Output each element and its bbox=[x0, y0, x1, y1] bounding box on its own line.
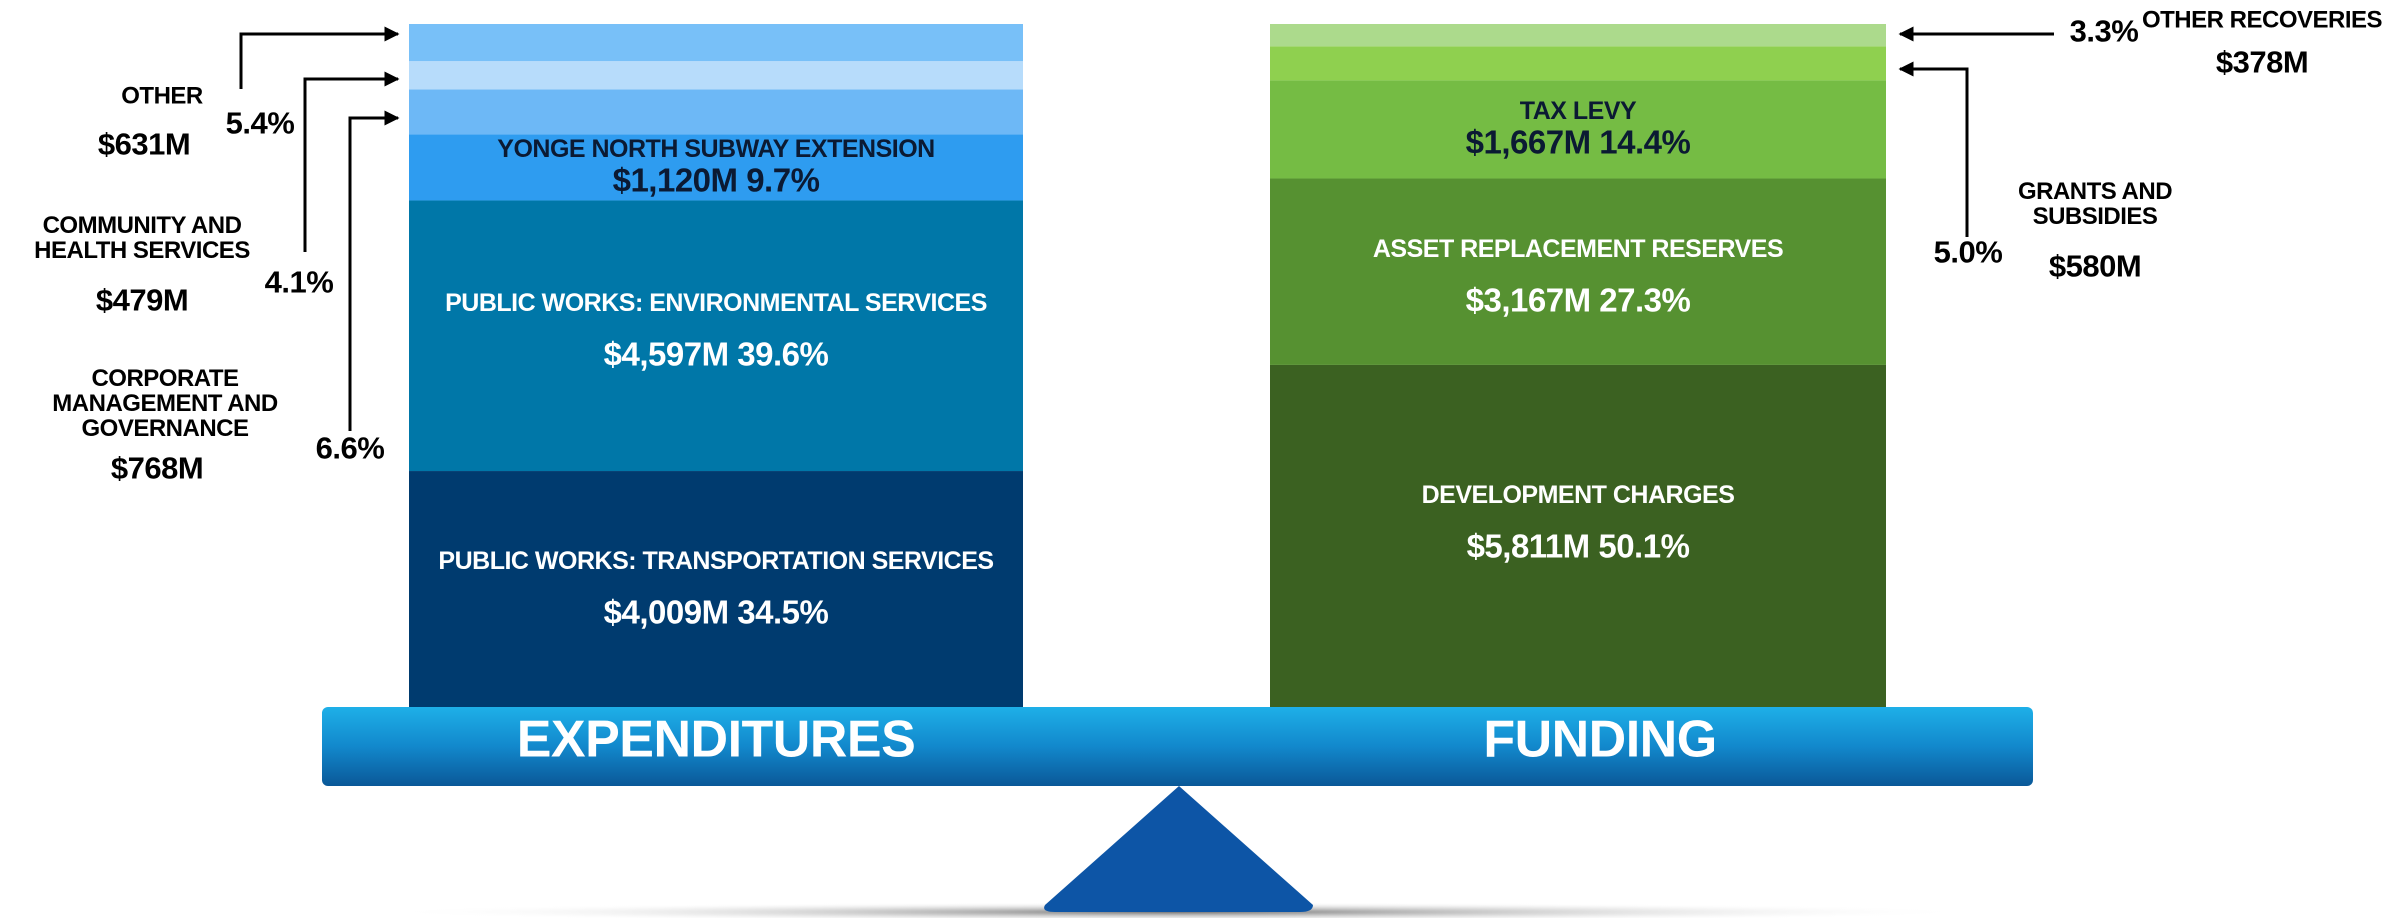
label-text: $4,597M bbox=[603, 335, 729, 373]
segment-percent: 5.0% bbox=[1933, 234, 2003, 270]
label-text: COMMUNITY AND HEALTH SERVICES bbox=[34, 211, 250, 264]
fulcrum bbox=[1044, 786, 1313, 912]
label-text: 5.4% bbox=[225, 105, 295, 141]
label-text: 9.7% bbox=[746, 162, 820, 200]
label-text: $378M bbox=[2215, 44, 2309, 80]
label-text: $631M bbox=[97, 126, 191, 162]
segment-percent: 3.3% bbox=[2069, 13, 2139, 49]
segment-value: $1,667M 14.4% bbox=[1465, 124, 1691, 162]
label-text: $768M bbox=[110, 450, 204, 486]
column-label: EXPENDITURES bbox=[516, 710, 916, 769]
segment-name: PUBLIC WORKS: TRANSPORTATION SERVICES bbox=[438, 546, 994, 575]
label-text: 14.4% bbox=[1599, 124, 1691, 162]
label-text: 6.6% bbox=[315, 430, 385, 466]
label-text: 50.1% bbox=[1598, 527, 1690, 565]
segment-name: TAX LEVY bbox=[1519, 97, 1637, 126]
segment-name: DEVELOPMENT CHARGES bbox=[1422, 482, 1735, 508]
segment-value: $4,597M 39.6% bbox=[603, 335, 829, 373]
label-text: $1,120M bbox=[612, 162, 738, 200]
label-text: DEVELOPMENT CHARGES bbox=[1421, 480, 1735, 509]
bar-segment bbox=[409, 471, 1023, 707]
bar-segment bbox=[1270, 24, 1886, 47]
bar-segment bbox=[1270, 178, 1886, 365]
label-text: OTHER RECOVERIES bbox=[2141, 6, 2383, 34]
segment-value: $1,120M 9.7% bbox=[612, 162, 820, 200]
label-text: $479M bbox=[95, 282, 189, 318]
label-text: PUBLIC WORKS: TRANSPORTATION SERVICES bbox=[438, 546, 994, 575]
column-label: FUNDING bbox=[1483, 710, 1717, 769]
segment-value: $631M bbox=[97, 126, 191, 162]
label-text: 5.0% bbox=[1933, 234, 2003, 270]
bar-segment bbox=[409, 134, 1023, 201]
segment-value: $5,811M 50.1% bbox=[1466, 527, 1690, 565]
arrow bbox=[1898, 61, 1969, 237]
bars bbox=[409, 24, 1886, 707]
label-text: GRANTS AND SUBSIDIES bbox=[2017, 177, 2173, 230]
bar-segment bbox=[1270, 46, 1886, 81]
segment-name: OTHER RECOVERIES bbox=[2141, 6, 2383, 34]
segment-value: $479M bbox=[95, 282, 189, 318]
segment-value: $580M bbox=[2048, 248, 2142, 284]
label-text: ASSET REPLACEMENT RESERVES bbox=[1372, 235, 1784, 264]
label-text: $580M bbox=[2048, 248, 2142, 284]
label-text: 39.6% bbox=[737, 335, 829, 373]
segment-value: $768M bbox=[110, 450, 204, 486]
arrows bbox=[239, 26, 2054, 431]
segment-percent: 6.6% bbox=[315, 430, 385, 466]
bar-segment bbox=[1270, 364, 1886, 707]
bar-segment bbox=[409, 200, 1023, 472]
label-text: OTHER bbox=[121, 82, 203, 110]
label-text: $3,167M bbox=[1465, 282, 1591, 320]
label-text: $4,009M bbox=[603, 593, 729, 631]
segment-name: CORPORATE MANAGEMENT AND GOVERNANCE bbox=[5, 366, 325, 442]
arrow bbox=[303, 71, 400, 252]
beam bbox=[322, 707, 2033, 786]
segment-value: $3,167M 27.3% bbox=[1465, 282, 1691, 320]
label-text: $5,811M bbox=[1466, 527, 1591, 565]
segment-name: PUBLIC WORKS: ENVIRONMENTAL SERVICES bbox=[445, 290, 987, 316]
label-text: FUNDING bbox=[1483, 710, 1717, 769]
label-text: 3.3% bbox=[2069, 13, 2139, 49]
label-text: PUBLIC WORKS: ENVIRONMENTAL SERVICES bbox=[445, 289, 987, 318]
label-text: $1,667M bbox=[1465, 124, 1591, 162]
segment-name: GRANTS AND SUBSIDIES bbox=[2005, 179, 2185, 229]
label-text: CORPORATE MANAGEMENT AND GOVERNANCE bbox=[52, 365, 278, 443]
bar-segment bbox=[1270, 80, 1886, 179]
label-text: 34.5% bbox=[737, 593, 829, 631]
arrow bbox=[348, 110, 400, 431]
segment-value: $4,009M 34.5% bbox=[604, 595, 829, 630]
arrow bbox=[239, 26, 400, 89]
label-text: 27.3% bbox=[1599, 282, 1691, 320]
label-text: 4.1% bbox=[264, 264, 334, 300]
bar-segment bbox=[409, 89, 1023, 135]
segment-percent: 4.1% bbox=[264, 264, 334, 300]
label-text: EXPENDITURES bbox=[516, 710, 916, 769]
segment-name: ASSET REPLACEMENT RESERVES bbox=[1372, 235, 1784, 264]
segment-name: YONGE NORTH SUBWAY EXTENSION bbox=[497, 135, 935, 164]
label-text: YONGE NORTH SUBWAY EXTENSION bbox=[497, 135, 935, 164]
segment-name: COMMUNITY AND HEALTH SERVICES bbox=[32, 213, 252, 263]
segment-name: OTHER bbox=[121, 83, 203, 108]
segment-value: $378M bbox=[2215, 44, 2309, 80]
bar-segment bbox=[409, 24, 1023, 62]
segment-percent: 5.4% bbox=[225, 105, 295, 141]
label-text: TAX LEVY bbox=[1519, 97, 1637, 126]
bar-segment bbox=[409, 61, 1023, 90]
